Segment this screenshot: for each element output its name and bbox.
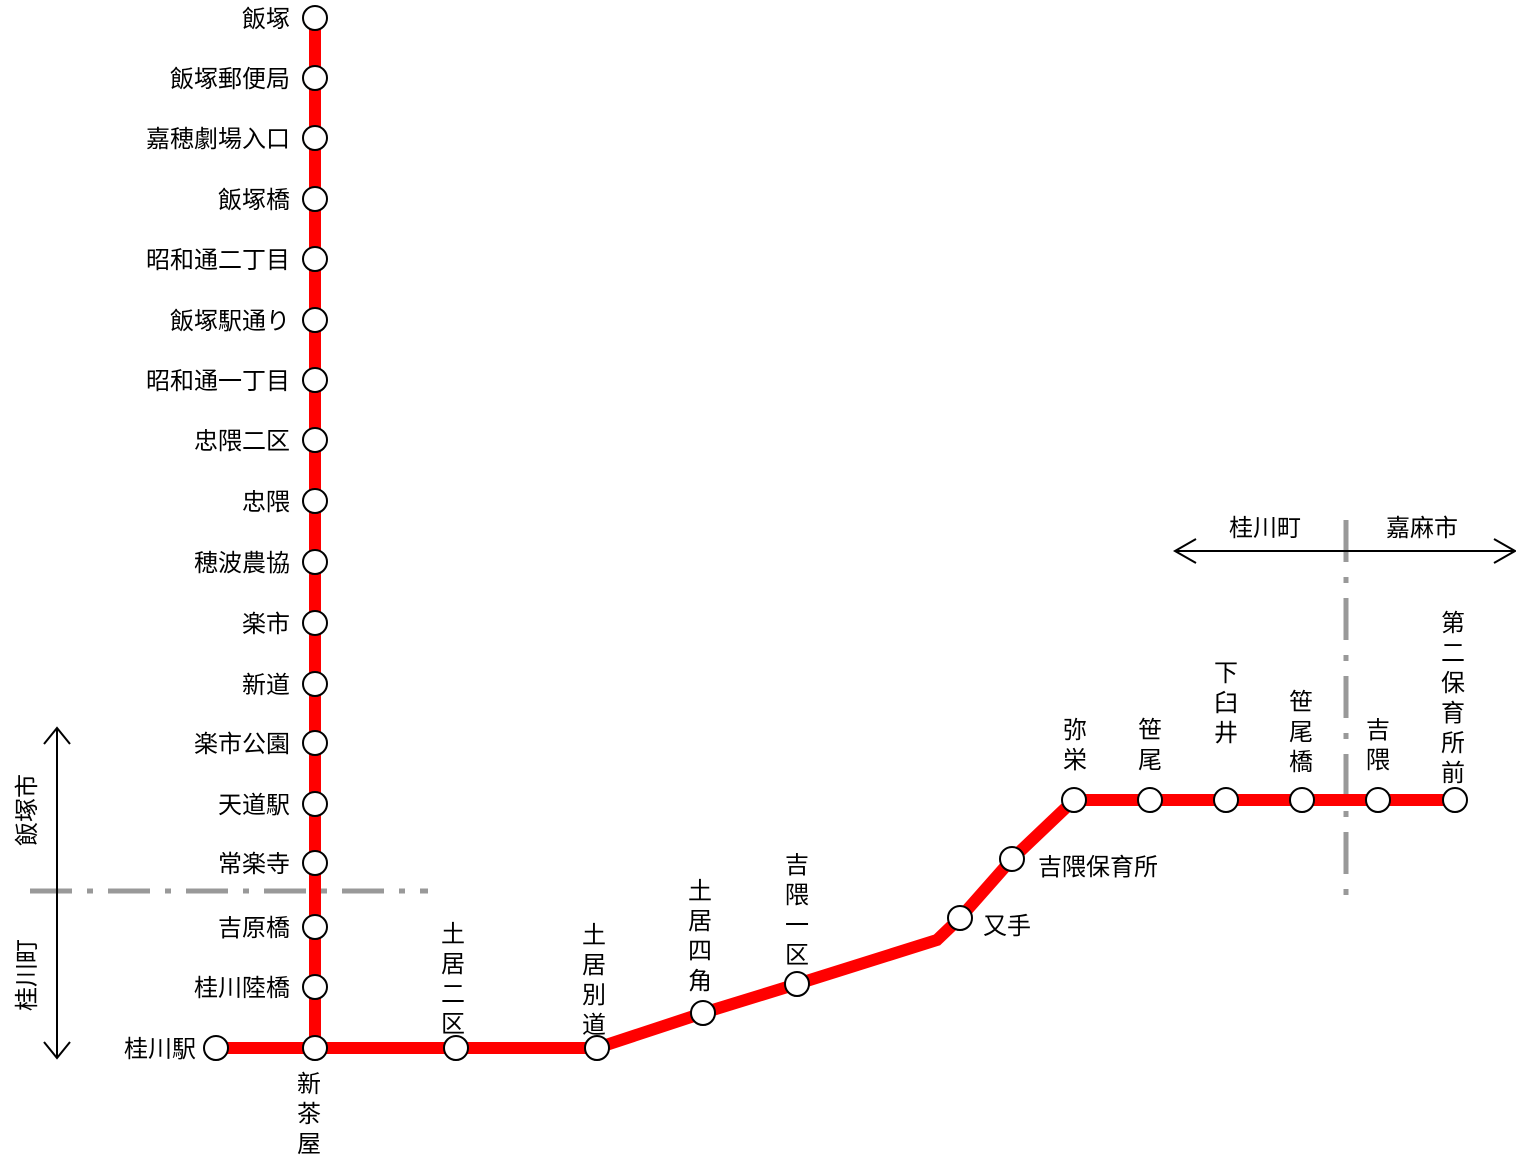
station-stop-yoshikuma-hoikusho <box>999 846 1025 872</box>
station-label-iyasaka: 弥栄 <box>1063 716 1087 774</box>
station-stop-doi-betsudo <box>584 1035 610 1061</box>
area-label-keisen-town-west: 桂川町 <box>13 939 41 1011</box>
station-label-yoshikuma: 吉隈 <box>1366 716 1390 774</box>
station-stop-shinchaya <box>302 1035 328 1061</box>
station-stop-iizuka <box>302 5 328 31</box>
station-stop-iizukabashi <box>302 186 328 212</box>
station-stop-yoshiwarabashi <box>302 914 328 940</box>
station-label-showa-dori-2: 昭和通二丁目 <box>146 246 290 274</box>
station-label-jorakuji: 常楽寺 <box>218 850 290 878</box>
station-label-kaho-gekijo-iriguchi: 嘉穂劇場入口 <box>146 125 290 153</box>
station-label-doi-niku: 土居二区 <box>441 920 465 1038</box>
boundary-arrow-east <box>1172 538 1516 564</box>
station-label-keisen-rikkyo: 桂川陸橋 <box>194 974 290 1002</box>
station-label-raku-ichi: 楽市 <box>242 610 290 638</box>
station-stop-tadakuma-niku <box>302 427 328 453</box>
station-label-tadakuma-niku: 忠隈二区 <box>194 427 290 455</box>
station-stop-jorakuji <box>302 850 328 876</box>
station-label-shimo-usui: 下臼井 <box>1214 659 1238 747</box>
station-label-iizukabashi: 飯塚橋 <box>218 186 290 214</box>
municipal-boundaries <box>30 520 1349 900</box>
station-label-iizuka-eki-dori: 飯塚駅通り <box>170 307 290 335</box>
station-label-tendo-eki: 天道駅 <box>218 791 290 819</box>
stations <box>203 5 1468 1061</box>
route-line-branch <box>216 794 1455 1054</box>
station-label-daini-hoikusho-mae: 第二保育所前 <box>1441 609 1465 787</box>
station-stop-doi-niku <box>443 1035 469 1061</box>
station-stop-kaho-gekijo-iriguchi <box>302 125 328 151</box>
station-label-doi-yotsukado: 土居四角 <box>688 877 712 995</box>
station-stop-yoshikuma <box>1365 787 1391 813</box>
station-label-rakuichi-koen: 楽市公園 <box>194 730 290 758</box>
station-stop-rakuichi-koen <box>302 730 328 756</box>
station-stop-iizuka-yubinkyoku <box>302 65 328 91</box>
station-label-yoshiwarabashi: 吉原橋 <box>218 914 290 942</box>
station-stop-raku-ichi <box>302 610 328 636</box>
station-stop-keisen-eki <box>203 1035 229 1061</box>
station-label-tadakuma: 忠隈 <box>242 488 290 516</box>
station-labels: 飯塚飯塚郵便局嘉穂劇場入口飯塚橋昭和通二丁目飯塚駅通り昭和通一丁目忠隈二区忠隈穂… <box>124 5 1465 1158</box>
station-label-doi-betsudo: 土居別道 <box>582 921 606 1039</box>
station-stop-shimo-usui <box>1213 787 1239 813</box>
station-stop-daini-hoikusho-mae <box>1442 787 1468 813</box>
station-label-yoshikuma-ikku: 吉隈一区 <box>785 851 809 969</box>
station-stop-sasaobashi <box>1289 787 1315 813</box>
station-label-matate: 又手 <box>983 912 1031 940</box>
station-stop-keisen-rikkyo <box>302 974 328 1000</box>
station-label-showa-dori-1: 昭和通一丁目 <box>146 367 290 395</box>
area-label-iizuka-city: 飯塚市 <box>13 774 41 846</box>
station-stop-showa-dori-2 <box>302 246 328 272</box>
station-stop-sasao <box>1137 787 1163 813</box>
station-label-sasaobashi: 笹尾橋 <box>1289 688 1313 776</box>
station-stop-shindo <box>302 671 328 697</box>
station-label-shinchaya: 新茶屋 <box>297 1070 321 1158</box>
station-label-sasao: 笹尾 <box>1138 716 1162 774</box>
station-stop-tendo-eki <box>302 791 328 817</box>
area-label-kama-city: 嘉麻市 <box>1386 514 1458 542</box>
station-stop-honami-nokyo <box>302 549 328 575</box>
station-label-iizuka: 飯塚 <box>242 5 290 33</box>
station-stop-showa-dori-1 <box>302 367 328 393</box>
station-label-honami-nokyo: 穂波農協 <box>194 549 290 577</box>
station-label-iizuka-yubinkyoku: 飯塚郵便局 <box>170 65 290 93</box>
station-label-keisen-eki: 桂川駅 <box>124 1035 196 1063</box>
station-stop-iizuka-eki-dori <box>302 307 328 333</box>
station-label-yoshikuma-hoikusho: 吉隈保育所 <box>1038 853 1158 881</box>
area-label-keisen-town-east: 桂川町 <box>1229 514 1301 542</box>
boundary-arrow-west <box>43 726 71 1060</box>
station-stop-tadakuma <box>302 488 328 514</box>
station-stop-doi-yotsukado <box>690 1000 716 1026</box>
station-stop-matate <box>947 905 973 931</box>
station-stop-iyasaka <box>1061 787 1087 813</box>
station-label-shindo: 新道 <box>242 671 290 699</box>
station-stop-yoshikuma-ikku <box>784 971 810 997</box>
